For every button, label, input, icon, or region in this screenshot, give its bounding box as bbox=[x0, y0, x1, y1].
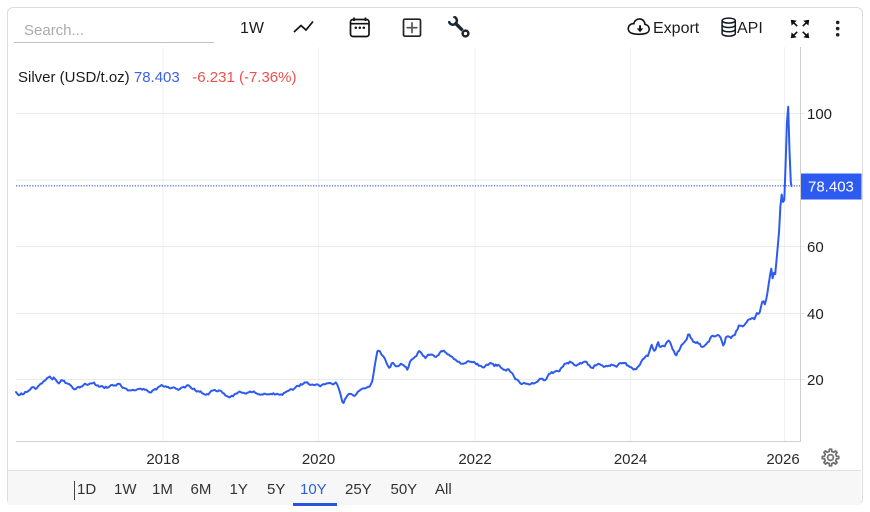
svg-text:78.403: 78.403 bbox=[808, 179, 854, 196]
